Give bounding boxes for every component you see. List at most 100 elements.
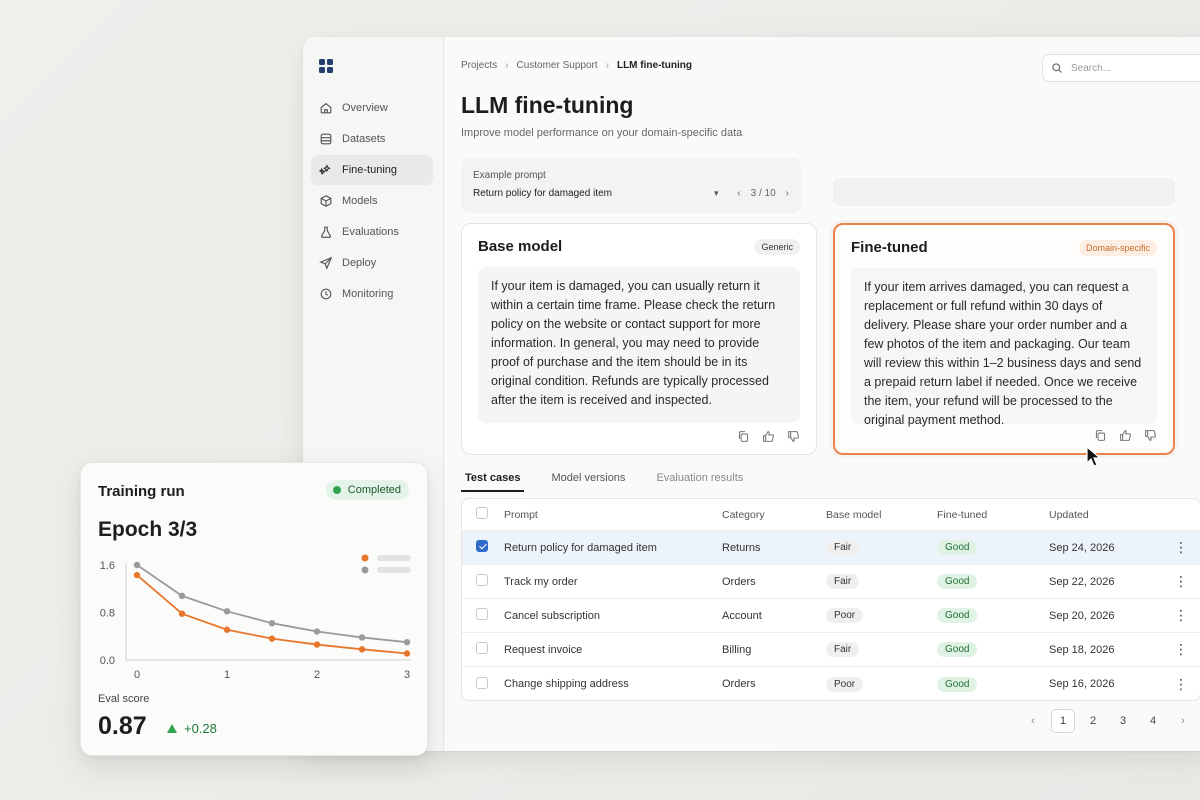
column-header[interactable]: Fine-tuned	[937, 508, 988, 521]
table-row[interactable]: Track my order Orders Fair Good Sep 22, …	[462, 565, 1200, 599]
thumbs-down-icon[interactable]	[1144, 429, 1157, 442]
prompt-counter: 3 / 10	[750, 188, 776, 199]
page-button[interactable]: 1	[1051, 709, 1075, 733]
row-category: Billing	[722, 643, 752, 656]
copy-icon[interactable]	[737, 430, 750, 443]
chevron-right-icon: ›	[505, 60, 509, 71]
sidebar-item-fine-tuning[interactable]: Fine-tuning	[311, 155, 433, 185]
table-row[interactable]: Change shipping address Orders Poor Good…	[462, 667, 1200, 700]
tab-model-versions[interactable]: Model versions	[551, 472, 626, 484]
app-logo-icon[interactable]	[319, 59, 333, 73]
next-prompt-icon[interactable]: ›	[785, 188, 789, 199]
row-checkbox[interactable]	[476, 540, 488, 552]
copy-icon[interactable]	[1094, 429, 1107, 442]
row-checkbox[interactable]	[476, 676, 488, 689]
data-point	[268, 635, 276, 642]
sidebar-item-label: Fine-tuning	[342, 164, 398, 176]
data-point	[358, 646, 366, 653]
fine-score-pill: Good	[937, 642, 978, 657]
search-icon	[1052, 63, 1062, 73]
row-updated: Sep 22, 2026	[1049, 575, 1115, 588]
sidebar-item-monitoring[interactable]: Monitoring	[311, 279, 433, 309]
row-category: Account	[722, 609, 762, 622]
data-point	[133, 571, 141, 579]
fine-tuned-card: Fine-tuned Domain-specific If your item …	[833, 223, 1175, 455]
table-row[interactable]: Return policy for damaged item Returns F…	[462, 531, 1200, 565]
pagination: ‹ 1 2 3 4 ›	[1021, 709, 1195, 733]
legend-marker	[361, 554, 369, 562]
table-row[interactable]: Cancel subscription Account Poor Good Se…	[462, 599, 1200, 633]
row-checkbox[interactable]	[476, 574, 488, 586]
tab-test-cases[interactable]: Test cases	[461, 472, 525, 492]
page-title: LLM fine-tuning	[461, 92, 634, 118]
sidebar-item-datasets[interactable]: Datasets	[311, 124, 433, 154]
base-score-pill: Fair	[826, 574, 860, 589]
row-category: Returns	[722, 541, 761, 554]
row-updated: Sep 16, 2026	[1049, 678, 1115, 690]
data-point	[313, 628, 321, 635]
column-header[interactable]: Updated	[1049, 508, 1089, 521]
eval-score-value: 0.87	[98, 712, 147, 740]
breadcrumb-link[interactable]: Projects	[461, 60, 498, 71]
row-prompt: Cancel subscription	[504, 609, 600, 622]
prev-page-icon[interactable]: ‹	[1031, 715, 1035, 727]
breadcrumb-current: LLM fine-tuning	[616, 60, 692, 71]
placeholder-bar	[833, 178, 1175, 206]
base-score-pill: Fair	[826, 540, 860, 555]
thumbs-up-icon[interactable]	[1119, 429, 1132, 442]
cube-icon	[320, 195, 332, 207]
row-checkbox[interactable]	[476, 642, 488, 654]
thumbs-down-icon[interactable]	[787, 430, 800, 443]
eval-score-delta: +0.28	[167, 721, 217, 736]
data-point	[358, 634, 366, 641]
card-title: Base model	[478, 238, 563, 255]
data-point	[403, 638, 411, 646]
legend-bar	[377, 567, 411, 573]
more-options-icon[interactable]: ⋮	[1174, 607, 1188, 623]
column-header[interactable]: Category	[722, 508, 765, 521]
generic-tag: Generic	[754, 238, 800, 255]
page-button[interactable]: 3	[1119, 715, 1127, 727]
breadcrumb-link[interactable]: Customer Support	[516, 60, 598, 71]
thumbs-up-icon[interactable]	[762, 430, 775, 443]
prompt-select[interactable]: Return policy for damaged item	[473, 188, 612, 199]
main-content: Projects › Customer Support › LLM fine-t…	[445, 37, 1200, 751]
data-point	[268, 619, 276, 627]
x-tick-label: 2	[314, 669, 320, 678]
more-options-icon[interactable]: ⋮	[1174, 573, 1188, 589]
select-all-checkbox[interactable]	[476, 507, 488, 519]
chevron-down-icon[interactable]: ▾	[714, 188, 719, 198]
data-point	[133, 561, 141, 569]
prompt-label: Example prompt	[473, 170, 546, 181]
status-badge: Completed	[325, 480, 409, 500]
sidebar-item-overview[interactable]: Overview	[311, 93, 433, 123]
next-page-icon[interactable]: ›	[1181, 715, 1185, 727]
page-button[interactable]: 2	[1089, 715, 1097, 727]
prev-prompt-icon[interactable]: ‹	[737, 188, 741, 199]
more-options-icon[interactable]: ⋮	[1174, 641, 1188, 657]
table-row[interactable]: Request invoice Billing Fair Good Sep 18…	[462, 633, 1200, 667]
legend-marker	[361, 566, 369, 574]
search-input[interactable]: Search...	[1042, 54, 1200, 82]
row-prompt: Request invoice	[504, 643, 583, 656]
up-arrow-icon	[167, 724, 177, 733]
column-header[interactable]: Base model	[826, 508, 882, 521]
sidebar-item-label: Overview	[342, 102, 388, 114]
more-options-icon[interactable]: ⋮	[1174, 675, 1188, 692]
home-icon	[320, 102, 332, 114]
page-button[interactable]: 4	[1149, 715, 1157, 727]
training-run-card: Training run Completed Epoch 3/3 1.6 0.8 0…	[80, 462, 428, 756]
row-checkbox[interactable]	[476, 608, 488, 620]
fine-tuned-response: If your item arrives damaged, you can re…	[851, 268, 1157, 427]
data-point	[223, 626, 231, 633]
sidebar-item-models[interactable]: Models	[311, 186, 433, 216]
sidebar-item-deploy[interactable]: Deploy	[311, 248, 433, 278]
example-prompt-selector: Example prompt Return policy for damaged…	[461, 158, 801, 213]
fine-score-pill: Good	[937, 676, 978, 692]
sidebar-item-evaluations[interactable]: Evaluations	[311, 217, 433, 247]
base-score-pill: Poor	[826, 608, 864, 623]
column-header[interactable]: Prompt	[504, 508, 538, 521]
tab-evaluation-results[interactable]: Evaluation results	[656, 472, 744, 484]
more-options-icon[interactable]: ⋮	[1174, 539, 1188, 555]
domain-specific-tag: Domain-specific	[1078, 239, 1157, 256]
